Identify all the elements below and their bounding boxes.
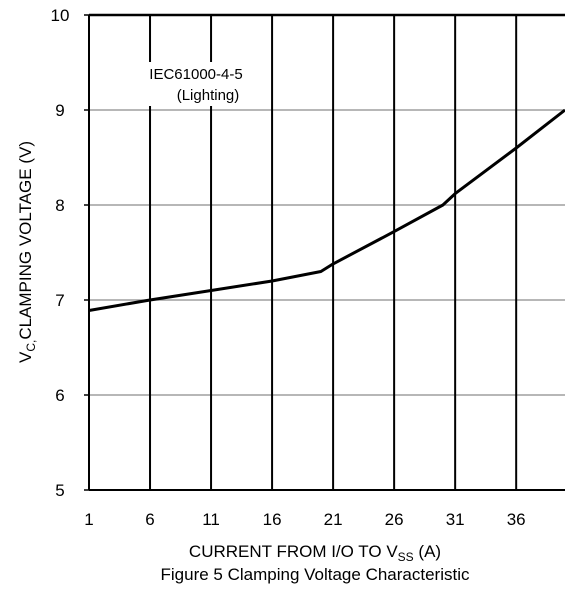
- x-tick-label: 6: [145, 510, 154, 529]
- x-tick-label: 26: [385, 510, 404, 529]
- x-axis-label-main: CURRENT FROM I/O TO V: [189, 542, 398, 561]
- annotation-box: [140, 62, 260, 106]
- y-tick-label: 6: [55, 386, 64, 405]
- y-tick-label: 8: [55, 196, 64, 215]
- series-group: [88, 108, 565, 312]
- y-axis-label: VC,CLAMPING VOLTAGE (V): [16, 141, 38, 363]
- x-tick-label: 36: [507, 510, 526, 529]
- annotation-line-1: IEC61000-4-5: [149, 66, 242, 83]
- x-tick-label: 16: [263, 510, 282, 529]
- x-axis-label-subscript: SS: [398, 550, 414, 564]
- y-axis-label-rest: CLAMPING VOLTAGE (V): [16, 141, 35, 340]
- x-axis-label: CURRENT FROM I/O TO VSS (A): [189, 542, 441, 564]
- x-tick-label: 1: [84, 510, 93, 529]
- figure-caption: Figure 5 Clamping Voltage Characteristic: [161, 565, 470, 584]
- y-tick-label: 7: [55, 291, 64, 310]
- y-axis-label-main: V: [16, 351, 35, 363]
- clamping-voltage-line: [88, 108, 565, 312]
- annotation-line-2: (Lighting): [177, 87, 240, 104]
- y-tick-label: 9: [55, 101, 64, 120]
- y-tick-label: 5: [55, 481, 64, 500]
- y-axis-label-subscript: C,: [24, 340, 38, 352]
- x-tick-label: 31: [446, 510, 465, 529]
- x-axis-label-unit: (A): [414, 542, 441, 561]
- y-tick-label: 10: [51, 6, 70, 25]
- x-tick-label: 11: [202, 510, 220, 529]
- x-tick-label: 21: [324, 510, 343, 529]
